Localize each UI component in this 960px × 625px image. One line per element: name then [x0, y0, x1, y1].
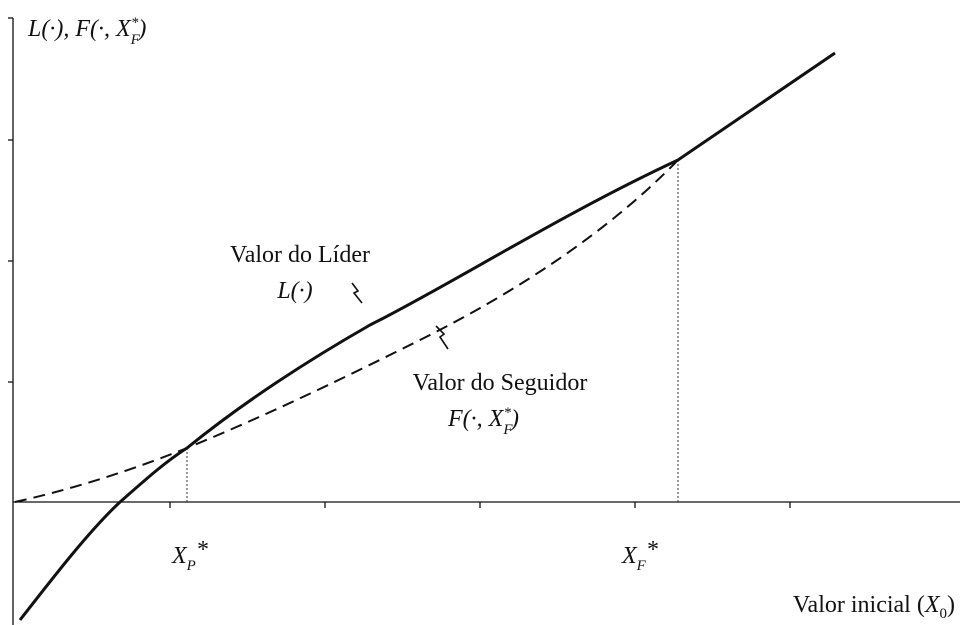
x-axis-label: Valor inicial (X0) [793, 592, 955, 622]
label-part: X [621, 543, 638, 569]
label-sup: * [131, 15, 139, 31]
label-part: Valor inicial ( [793, 592, 925, 618]
label-sub: 0 [940, 606, 948, 622]
follower-curve [14, 159, 679, 503]
label-part: X [924, 592, 941, 618]
y-axis-label: L(·), F(·, XF*) [27, 15, 146, 48]
label-sub: F [636, 558, 647, 574]
axes [8, 17, 960, 625]
label-sup: * [196, 537, 208, 563]
leader-curve [18, 51, 836, 621]
label-part: F(·, X [447, 406, 505, 432]
label-part: ) [509, 406, 519, 432]
label-sub: F [502, 422, 513, 438]
label-part: X [171, 543, 188, 569]
leader-pointer [351, 282, 363, 304]
leader-formula: L(·) [276, 278, 312, 304]
follower-formula: F(·, XF*) [447, 405, 519, 438]
follower-pointer [435, 325, 449, 350]
xp-label: XP* [171, 537, 208, 574]
label-part: L(·), F(·, X [27, 16, 132, 42]
label-sup: * [503, 405, 511, 421]
label-part: ) [947, 592, 955, 618]
label-sub: P [186, 558, 196, 574]
follower-title: Valor do Seguidor [413, 370, 588, 396]
label-part: ) [136, 16, 146, 42]
guides [186, 160, 679, 502]
leader-title: Valor do Líder [230, 242, 370, 268]
label-sup: * [646, 537, 658, 563]
label-sub: F [130, 32, 141, 48]
xf-label: XF* [621, 537, 658, 574]
